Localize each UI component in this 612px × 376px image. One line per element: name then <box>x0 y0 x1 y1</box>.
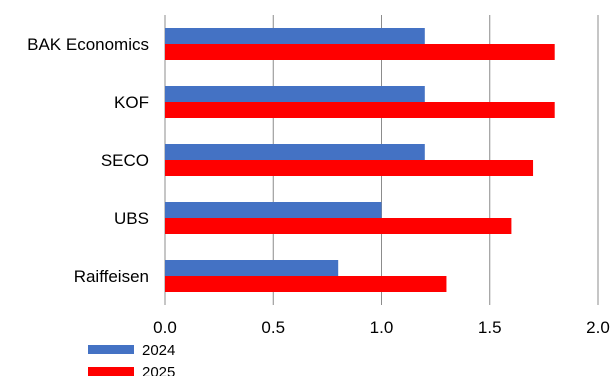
x-tick-label: 0.0 <box>153 318 177 337</box>
x-tick-label: 1.5 <box>478 318 502 337</box>
bar-2025 <box>165 160 534 176</box>
category-label: Raiffeisen <box>74 267 149 286</box>
category-label: BAK Economics <box>27 35 149 54</box>
category-label: SECO <box>101 151 149 170</box>
x-tick-label: 2.0 <box>586 318 610 337</box>
legend-label-2025: 2025 <box>142 364 175 376</box>
bar-2024 <box>165 144 425 160</box>
bar-2025 <box>165 276 447 292</box>
legend-swatch-2024 <box>88 345 134 354</box>
category-label: UBS <box>114 209 149 228</box>
category-label: KOF <box>114 93 149 112</box>
bars <box>165 28 555 292</box>
legend-swatch-2025 <box>88 367 134 376</box>
bar-2024 <box>165 28 425 44</box>
bar-2024 <box>165 260 339 276</box>
bar-2025 <box>165 218 512 234</box>
category-labels: BAK Economics KOF SECO UBS Raiffeisen <box>27 35 149 286</box>
bar-2024 <box>165 202 382 218</box>
legend-label-2024: 2024 <box>142 342 175 359</box>
bar-2024 <box>165 86 425 102</box>
bar-2025 <box>165 44 555 60</box>
x-tick-label: 1.0 <box>370 318 394 337</box>
x-tick-label: 0.5 <box>261 318 285 337</box>
legend: 2024 2025 <box>88 342 175 376</box>
bar-2025 <box>165 102 555 118</box>
x-tick-labels: 0.0 0.5 1.0 1.5 2.0 <box>153 318 610 337</box>
